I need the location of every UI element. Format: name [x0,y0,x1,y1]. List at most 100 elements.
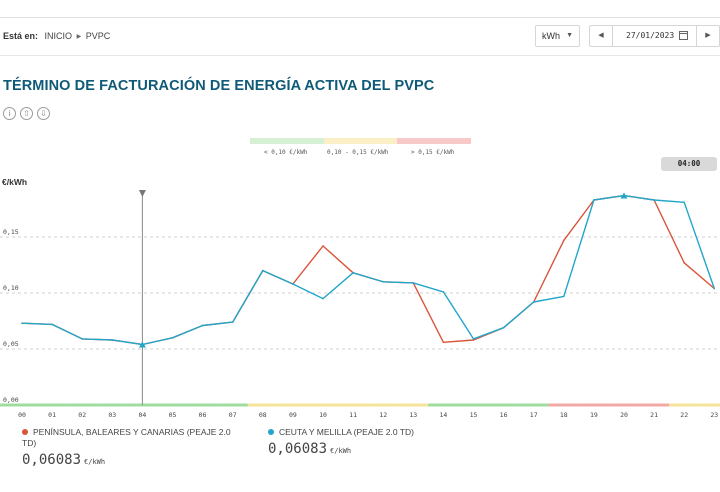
top-divider [0,17,720,18]
breadcrumb-home-link[interactable]: INICIO [44,31,73,41]
data-point-ceuta [382,281,385,283]
share-icon[interactable]: ⇧ [20,107,33,120]
selected-point-marker-icon [138,341,146,348]
legend-high-color [397,138,471,144]
hour-band-segment [67,403,98,407]
x-tick-label: 08 [259,411,267,419]
data-point-ceuta [171,337,174,339]
x-tick-label: 22 [680,411,688,419]
data-point-ceuta [111,339,114,341]
breadcrumb: Está en: INICIO ▶ PVPC [3,31,110,41]
readout-peninsula-name: PENÍNSULA, BALEARES Y CANARIAS (PEAJE 2.… [22,427,231,448]
data-point-peninsula [442,341,445,344]
data-point-ceuta [653,199,655,201]
y-axis-unit: €/kWh [2,177,28,187]
x-tick-label: 01 [48,411,56,419]
readout-peninsula: PENÍNSULA, BALEARES Y CANARIAS (PEAJE 2.… [22,427,242,468]
legend-low-label: < 0,10 €/kWh [264,149,308,156]
hour-band-segment [518,403,549,407]
hour-band-segment [488,403,519,407]
date-input[interactable]: 27/01/2023 [626,31,675,40]
data-point-ceuta [201,324,204,327]
data-point-ceuta [352,272,354,274]
data-point-ceuta [472,338,475,340]
date-picker: ◀ 27/01/2023 ▶ [589,25,720,47]
series-line-peninsula [21,194,715,346]
hour-band-segment [458,403,489,407]
x-tick-label: 15 [470,411,478,419]
hour-band-segment [639,403,670,407]
y-tick-label: 0,05 [3,340,19,348]
page-title: TÉRMINO DE FACTURACIÓN DE ENERGÍA ACTIVA… [3,78,435,94]
peak-point-marker-icon [620,192,628,199]
data-point-ceuta [442,291,445,293]
hour-band-segment [277,403,308,407]
readout-peninsula-value-row: 0,06083 €/kWh [22,452,242,468]
selected-hour-marker-icon [138,190,146,197]
calendar-icon[interactable] [679,31,688,40]
x-tick-label: 16 [500,411,508,419]
data-point-peninsula [683,261,685,264]
x-tick-label: 04 [138,411,146,419]
data-point-peninsula [472,339,475,341]
data-point-ceuta [81,338,83,340]
x-tick-label: 17 [530,411,538,419]
legend-mid-color [324,138,397,144]
breadcrumb-label: Está en: [3,31,39,41]
data-point-ceuta [593,199,595,201]
breadcrumb-arrow-icon: ▶ [76,34,82,40]
legend-high-label: > 0,15 €/kWh [411,149,455,156]
y-tick-label: 0,10 [3,284,19,292]
x-tick-label: 13 [409,411,417,419]
hour-band-segment [669,403,700,407]
readout-ceuta: CEUTA Y MELILLA (PEAJE 2.0 TD) 0,06083 €/… [268,427,488,457]
legend-low-color [250,138,324,144]
y-tick-label: 0,00 [3,396,19,404]
hour-band-segment [428,403,459,407]
data-point-ceuta [292,283,294,285]
data-point-peninsula [563,239,565,242]
next-day-button[interactable]: ▶ [696,26,719,46]
breadcrumb-current[interactable]: PVPC [85,31,111,41]
hour-band-segment [338,403,369,407]
hour-band-segment [307,403,339,407]
data-point-ceuta [683,201,685,204]
hour-band-segment [578,403,609,407]
x-tick-label: 00 [18,411,26,419]
x-tick-label: 19 [590,411,598,419]
x-tick-label: 20 [620,411,628,419]
data-point-ceuta [21,322,23,325]
data-point-ceuta [231,321,234,323]
data-point-ceuta [502,326,505,329]
x-tick-label: 09 [289,411,297,419]
data-point-ceuta [563,295,565,298]
readout-ceuta-label: CEUTA Y MELILLA (PEAJE 2.0 TD) [268,427,488,438]
hour-band-segment [247,403,278,407]
x-tick-label: 10 [319,411,327,419]
x-tick-label: 03 [108,411,116,419]
download-icon[interactable]: ⇩ [37,107,50,120]
hour-band-segment [699,403,720,407]
unit-select[interactable]: kWh ▼ [535,25,580,47]
hour-band-segment [548,403,579,407]
x-tick-label: 14 [439,411,447,419]
hour-band-segment [0,403,38,407]
hour-band-segment [157,403,188,407]
x-tick-label: 02 [78,411,86,419]
selected-time-badge: 04:00 [661,157,717,171]
readout-ceuta-unit: €/kWh [330,447,352,455]
x-tick-label: 11 [349,411,357,419]
hour-band-segment [217,403,248,407]
hour-band-segment [398,403,429,407]
ceuta-dot-icon [268,429,274,435]
readout-peninsula-label: PENÍNSULA, BALEARES Y CANARIAS (PEAJE 2.… [22,427,242,449]
previous-day-button[interactable]: ◀ [590,26,613,46]
info-icon[interactable]: i [3,107,16,120]
data-point-ceuta [262,269,264,272]
x-tick-label: 21 [650,411,658,419]
x-tick-label: 06 [199,411,207,419]
hour-band-segment [37,403,68,407]
hour-band-segment [187,403,218,407]
data-point-ceuta [532,301,535,303]
